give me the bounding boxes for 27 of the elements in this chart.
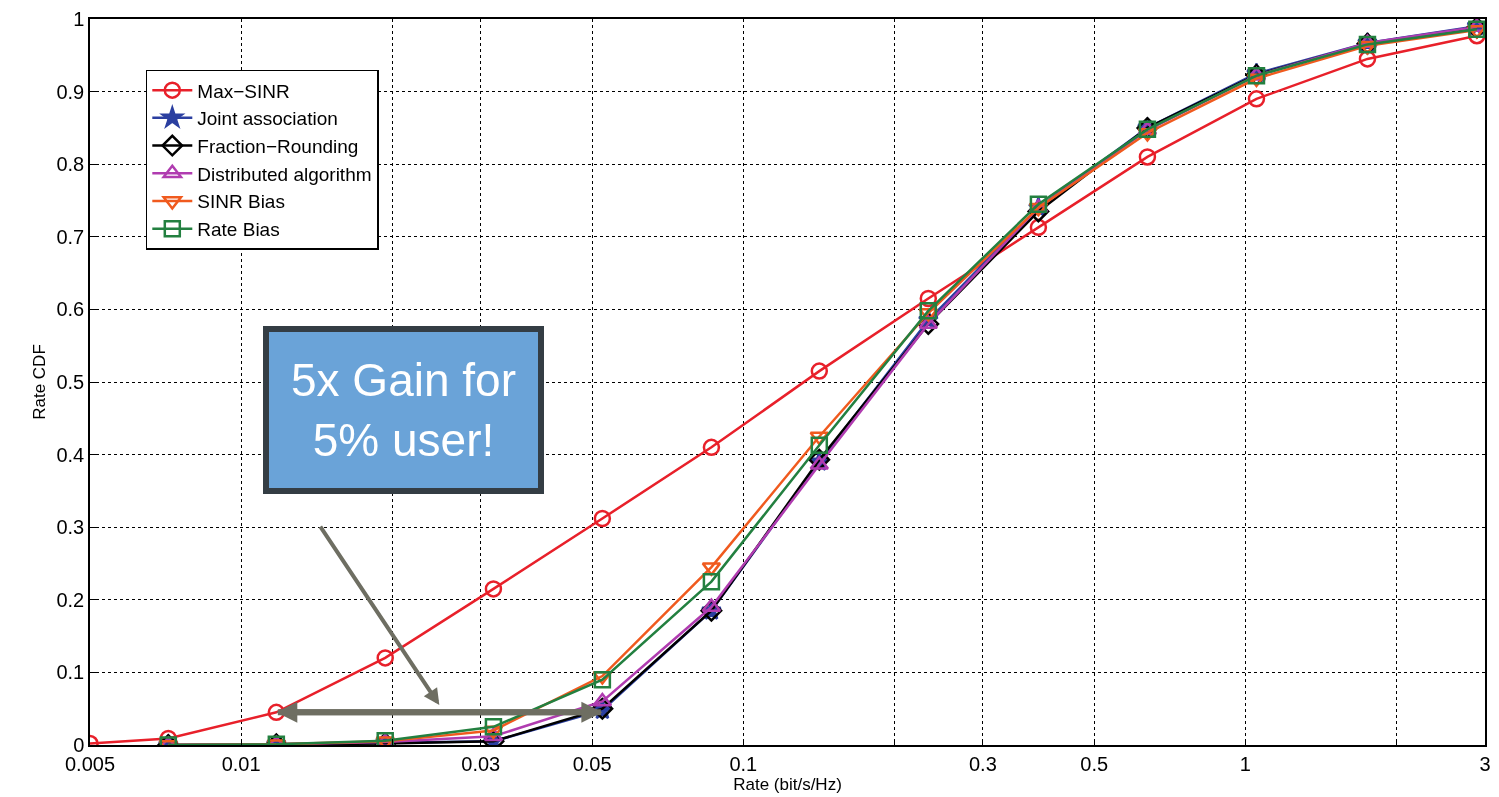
y-tick-label: 0.3	[56, 516, 85, 539]
y-tick-label: 0.1	[56, 661, 85, 684]
y-tick-label: 0.4	[56, 443, 85, 466]
x-tick-label: 3	[1479, 752, 1491, 775]
y-tick-label: 0.2	[56, 588, 85, 611]
legend-label: SINR Bias	[197, 191, 285, 213]
x-tick-label: 0.03	[461, 752, 501, 775]
legend-label: Max−SINR	[197, 80, 290, 102]
y-tick-label: 0.5	[56, 371, 85, 393]
y-tick-label: 0.7	[56, 225, 85, 248]
legend-label: Fraction−Rounding	[197, 135, 359, 157]
y-tick-label: 0.9	[56, 80, 85, 103]
y-tick-label: 0.8	[56, 153, 85, 176]
legend-label: Rate Bias	[197, 219, 280, 241]
y-tick-label: 0.6	[56, 298, 85, 321]
x-tick-label: 0.5	[1080, 752, 1109, 775]
legend-label: Distributed algorithm	[197, 163, 372, 185]
x-tick-label: 1	[1239, 752, 1251, 775]
x-tick-label: 0.05	[572, 752, 612, 775]
x-axis-title: Rate (bit/s/Hz)	[733, 774, 842, 794]
annotation: 5x Gain for 5% user!	[291, 354, 516, 466]
y-axis-title: Rate CDF	[30, 344, 50, 420]
legend-label: Joint association	[197, 108, 338, 130]
x-tick-label: 0.1	[729, 752, 758, 775]
x-tick-label: 0.01	[221, 752, 261, 775]
y-tick-label: 1	[73, 8, 85, 30]
x-tick-label: 0.3	[968, 752, 997, 775]
